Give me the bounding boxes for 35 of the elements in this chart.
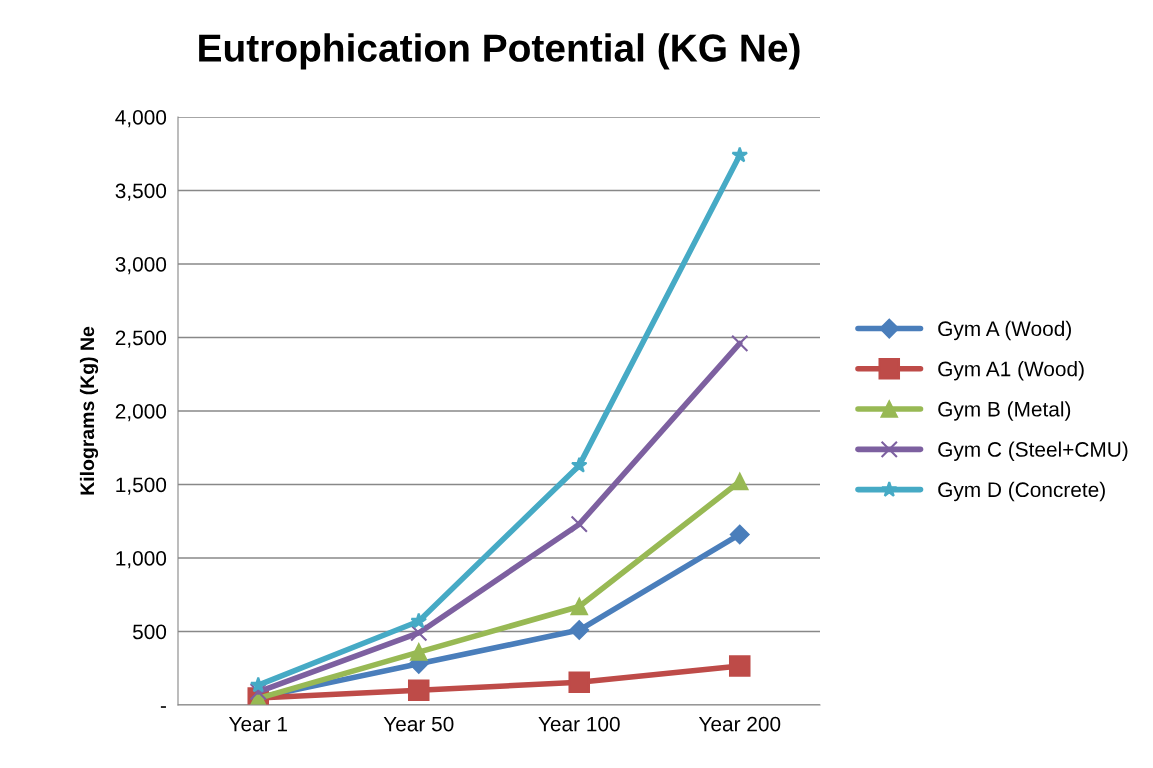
chart-title: Eutrophication Potential (KG Ne) xyxy=(199,33,800,70)
point xyxy=(570,597,588,616)
y-tick-label: 1,000 xyxy=(116,551,167,569)
y-tick-label: 1,500 xyxy=(116,477,167,495)
y-tick-label: 3,500 xyxy=(115,183,167,201)
x-tick-label: Year 100 xyxy=(538,716,620,732)
legend-label: Gym B (Metal) xyxy=(938,401,1071,421)
point xyxy=(569,620,590,640)
y-tick-label: 4,000 xyxy=(115,110,167,128)
point xyxy=(731,472,749,491)
y-tick-label: 3,000 xyxy=(115,257,167,275)
legend-label: Gym D (Concrete) xyxy=(938,481,1105,502)
point xyxy=(568,671,591,693)
x-tick-label: Year 50 xyxy=(383,716,454,732)
point xyxy=(410,624,428,642)
y-tick-label: - xyxy=(160,706,166,708)
point xyxy=(570,515,588,533)
legend-label: Gym A (Wood) xyxy=(938,320,1071,341)
point xyxy=(407,679,430,702)
point xyxy=(410,643,428,661)
y-tick-label: 500 xyxy=(132,624,167,640)
point xyxy=(728,655,751,677)
point xyxy=(731,334,749,353)
y-tick-label: 2,500 xyxy=(115,330,167,348)
point xyxy=(249,683,267,701)
y-tick-label: 2,000 xyxy=(115,404,167,422)
point xyxy=(410,612,428,629)
x-tick-label: Year 1 xyxy=(228,716,287,732)
legend-label: Gym C (Steel+CMU) xyxy=(938,441,1128,461)
x-tick-label: Year 200 xyxy=(698,716,781,732)
legend-label: Gym A1 (Wood) xyxy=(938,361,1084,381)
point xyxy=(570,456,588,473)
point xyxy=(729,524,750,545)
y-axis-title: Kilograms (Kg) Ne xyxy=(79,326,99,495)
point xyxy=(731,146,749,163)
